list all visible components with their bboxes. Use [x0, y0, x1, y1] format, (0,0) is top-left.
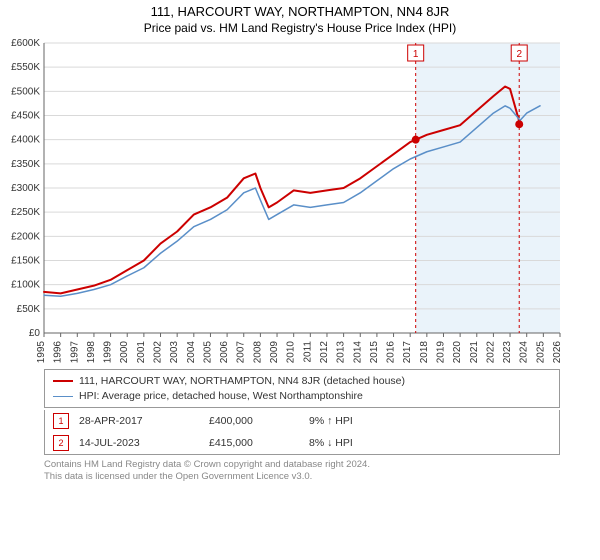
sale-marker-dot	[515, 120, 523, 128]
transaction-row: 1 28-APR-2017 £400,000 9% ↑ HPI	[45, 410, 559, 432]
svg-text:£600K: £600K	[11, 38, 40, 49]
svg-text:£50K: £50K	[17, 304, 41, 315]
svg-text:£0: £0	[29, 328, 41, 339]
x-tick-label: 2022	[485, 341, 496, 364]
x-tick-label: 2007	[236, 341, 247, 364]
attribution-line-2: This data is licensed under the Open Gov…	[44, 471, 560, 483]
x-tick-label: 2003	[169, 341, 180, 364]
transaction-date: 14-JUL-2023	[79, 437, 199, 449]
svg-text:£100K: £100K	[11, 280, 40, 291]
x-tick-label: 2021	[469, 341, 480, 364]
x-tick-label: 2000	[119, 341, 130, 364]
svg-text:£250K: £250K	[11, 207, 40, 218]
x-tick-label: 1999	[103, 341, 114, 364]
transaction-date: 28-APR-2017	[79, 415, 199, 427]
svg-text:£300K: £300K	[11, 183, 40, 194]
x-tick-label: 2019	[435, 341, 446, 364]
svg-text:£500K: £500K	[11, 86, 40, 97]
x-tick-label: 2001	[136, 341, 147, 364]
x-tick-label: 2009	[269, 341, 280, 364]
attribution: Contains HM Land Registry data © Crown c…	[44, 459, 560, 483]
x-tick-label: 2011	[302, 341, 313, 363]
svg-text:£550K: £550K	[11, 62, 40, 73]
attribution-line-1: Contains HM Land Registry data © Crown c…	[44, 459, 560, 471]
title-main: 111, HARCOURT WAY, NORTHAMPTON, NN4 8JR	[0, 4, 600, 19]
x-tick-label: 2017	[402, 341, 413, 364]
transactions-table: 1 28-APR-2017 £400,000 9% ↑ HPI 2 14-JUL-2023…	[44, 410, 560, 455]
x-tick-label: 2023	[502, 341, 513, 364]
x-tick-label: 2024	[519, 341, 530, 364]
x-tick-label: 1997	[69, 341, 80, 364]
x-tick-label: 2026	[552, 341, 563, 364]
transaction-diff: 8% ↓ HPI	[309, 437, 419, 449]
transaction-row: 2 14-JUL-2023 £415,000 8% ↓ HPI	[45, 432, 559, 454]
svg-text:£400K: £400K	[11, 135, 40, 146]
x-tick-label: 2018	[419, 341, 430, 364]
legend-swatch	[53, 380, 73, 382]
svg-text:£200K: £200K	[11, 231, 40, 242]
transaction-diff: 9% ↑ HPI	[309, 415, 419, 427]
chart-svg: £0 £50K £100K £150K £200K £250K £300K £350K £400…	[0, 35, 600, 365]
x-tick-label: 2025	[535, 341, 546, 364]
x-tick-label: 2014	[352, 341, 363, 364]
legend: 111, HARCOURT WAY, NORTHAMPTON, NN4 8JR …	[44, 369, 560, 408]
legend-label: 111, HARCOURT WAY, NORTHAMPTON, NN4 8JR …	[79, 374, 405, 389]
x-tick-label: 2004	[186, 341, 197, 364]
x-tick-label: 1995	[36, 341, 47, 364]
legend-row: 111, HARCOURT WAY, NORTHAMPTON, NN4 8JR …	[53, 374, 551, 389]
x-tick-label: 2013	[336, 341, 347, 364]
x-tick-label: 2010	[286, 341, 297, 364]
legend-label: HPI: Average price, detached house, West…	[79, 389, 363, 404]
title-sub: Price paid vs. HM Land Registry's House …	[0, 21, 600, 35]
transaction-marker: 1	[53, 413, 69, 429]
x-tick-label: 2015	[369, 341, 380, 364]
x-tick-label: 2020	[452, 341, 463, 364]
sale-marker-number: 1	[413, 49, 419, 60]
x-tick-label: 2006	[219, 341, 230, 364]
x-tick-label: 1996	[53, 341, 64, 364]
sale-marker-number: 2	[516, 49, 522, 60]
chart-area: £0 £50K £100K £150K £200K £250K £300K £350K £400…	[0, 35, 600, 365]
transaction-marker: 2	[53, 435, 69, 451]
x-tick-label: 1998	[86, 341, 97, 364]
x-tick-label: 2005	[202, 341, 213, 364]
x-tick-label: 2002	[153, 341, 164, 364]
legend-swatch	[53, 396, 73, 397]
svg-text:£350K: £350K	[11, 159, 40, 170]
transaction-price: £415,000	[209, 437, 299, 449]
x-tick-label: 2016	[386, 341, 397, 364]
title-block: 111, HARCOURT WAY, NORTHAMPTON, NN4 8JR …	[0, 0, 600, 35]
legend-row: HPI: Average price, detached house, West…	[53, 389, 551, 404]
svg-text:£450K: £450K	[11, 111, 40, 122]
x-tick-label: 2008	[252, 341, 263, 364]
x-tick-label: 2012	[319, 341, 330, 364]
svg-text:£150K: £150K	[11, 256, 40, 267]
transaction-price: £400,000	[209, 415, 299, 427]
sale-marker-dot	[412, 136, 420, 144]
